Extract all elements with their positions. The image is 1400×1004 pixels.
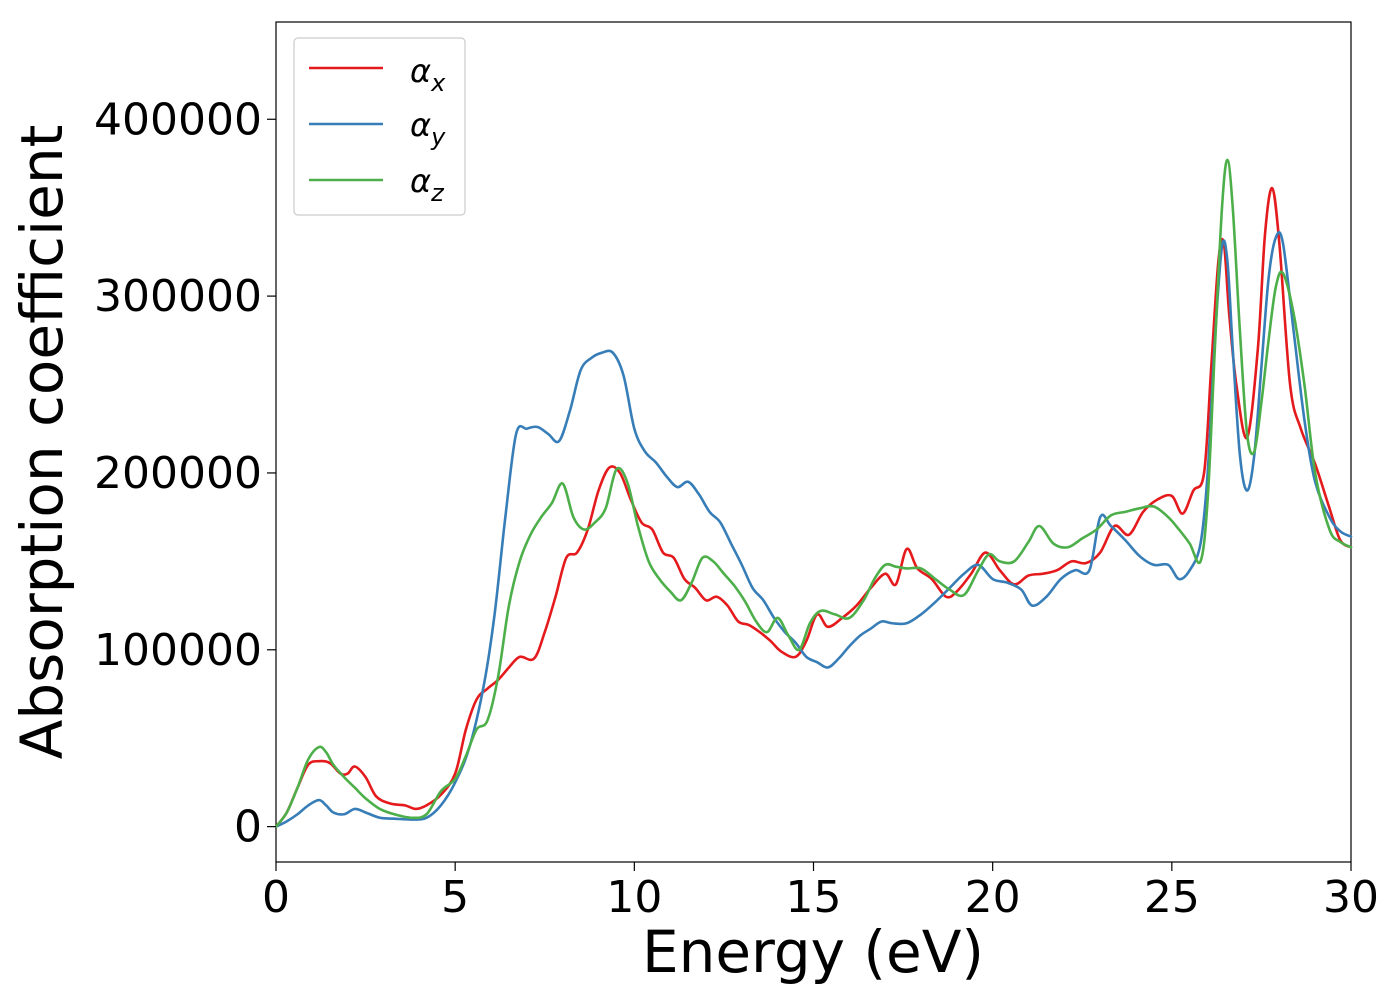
- legend-box: [293, 37, 466, 216]
- y-tick-label: 300000: [94, 271, 262, 322]
- series-line-alpha-y: [274, 231, 1353, 828]
- y-axis-ticks: 0 100000 200000 300000 400000: [94, 94, 276, 853]
- x-tick-label: 10: [606, 872, 662, 923]
- x-tick-label: 30: [1323, 872, 1379, 923]
- x-tick-label: 15: [786, 872, 842, 923]
- legend-label-alpha-x: αx: [410, 52, 446, 97]
- series-line-alpha-x: [274, 186, 1353, 828]
- x-axis-ticks: 0 5 10 15 20 25 30: [262, 862, 1379, 923]
- y-tick-label: 100000: [94, 625, 262, 676]
- x-tick-label: 0: [262, 872, 290, 923]
- x-tick-label: 25: [1144, 872, 1200, 923]
- y-tick-label: 400000: [94, 94, 262, 145]
- legend-label-alpha-z: αz: [410, 162, 445, 207]
- y-axis-label: Absorption coefficient: [8, 125, 76, 760]
- x-tick-label: 20: [965, 872, 1021, 923]
- x-tick-label: 5: [441, 872, 469, 923]
- legend-label-alpha-y: αy: [410, 106, 446, 151]
- x-axis-label: Energy (eV): [642, 918, 984, 986]
- series-group: [274, 158, 1353, 828]
- legend: αx αy αz: [293, 37, 466, 216]
- y-tick-label: 0: [234, 802, 262, 853]
- y-tick-label: 200000: [94, 448, 262, 499]
- series-line-alpha-z: [274, 158, 1353, 828]
